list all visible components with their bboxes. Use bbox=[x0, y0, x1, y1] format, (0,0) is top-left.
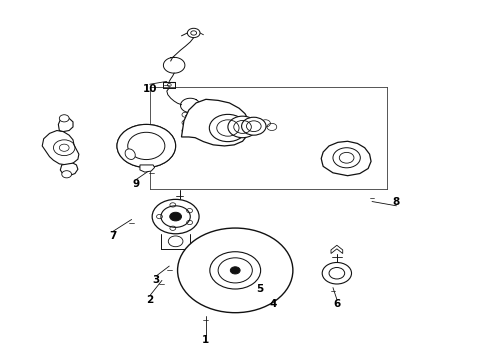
Polygon shape bbox=[140, 165, 155, 172]
Text: 5: 5 bbox=[256, 284, 263, 294]
Circle shape bbox=[117, 125, 175, 167]
Polygon shape bbox=[181, 99, 250, 146]
Polygon shape bbox=[42, 131, 79, 165]
Polygon shape bbox=[58, 117, 73, 132]
Circle shape bbox=[177, 228, 293, 313]
Circle shape bbox=[170, 212, 181, 221]
Polygon shape bbox=[321, 141, 371, 176]
Text: 7: 7 bbox=[109, 231, 117, 240]
Circle shape bbox=[322, 262, 351, 284]
Polygon shape bbox=[122, 127, 167, 165]
Text: 1: 1 bbox=[202, 334, 210, 345]
Polygon shape bbox=[331, 245, 343, 253]
Text: 3: 3 bbox=[152, 275, 160, 285]
Circle shape bbox=[209, 114, 246, 141]
Circle shape bbox=[59, 115, 69, 122]
Text: 9: 9 bbox=[133, 179, 140, 189]
Text: 10: 10 bbox=[143, 84, 157, 94]
Circle shape bbox=[152, 199, 199, 234]
Polygon shape bbox=[60, 163, 78, 176]
Circle shape bbox=[62, 171, 72, 178]
Circle shape bbox=[228, 116, 257, 138]
Text: 2: 2 bbox=[146, 295, 153, 305]
Circle shape bbox=[242, 117, 266, 135]
Circle shape bbox=[230, 267, 240, 274]
Ellipse shape bbox=[125, 149, 135, 159]
Text: 6: 6 bbox=[333, 299, 341, 309]
Text: 4: 4 bbox=[270, 299, 277, 309]
Text: 8: 8 bbox=[393, 197, 400, 207]
